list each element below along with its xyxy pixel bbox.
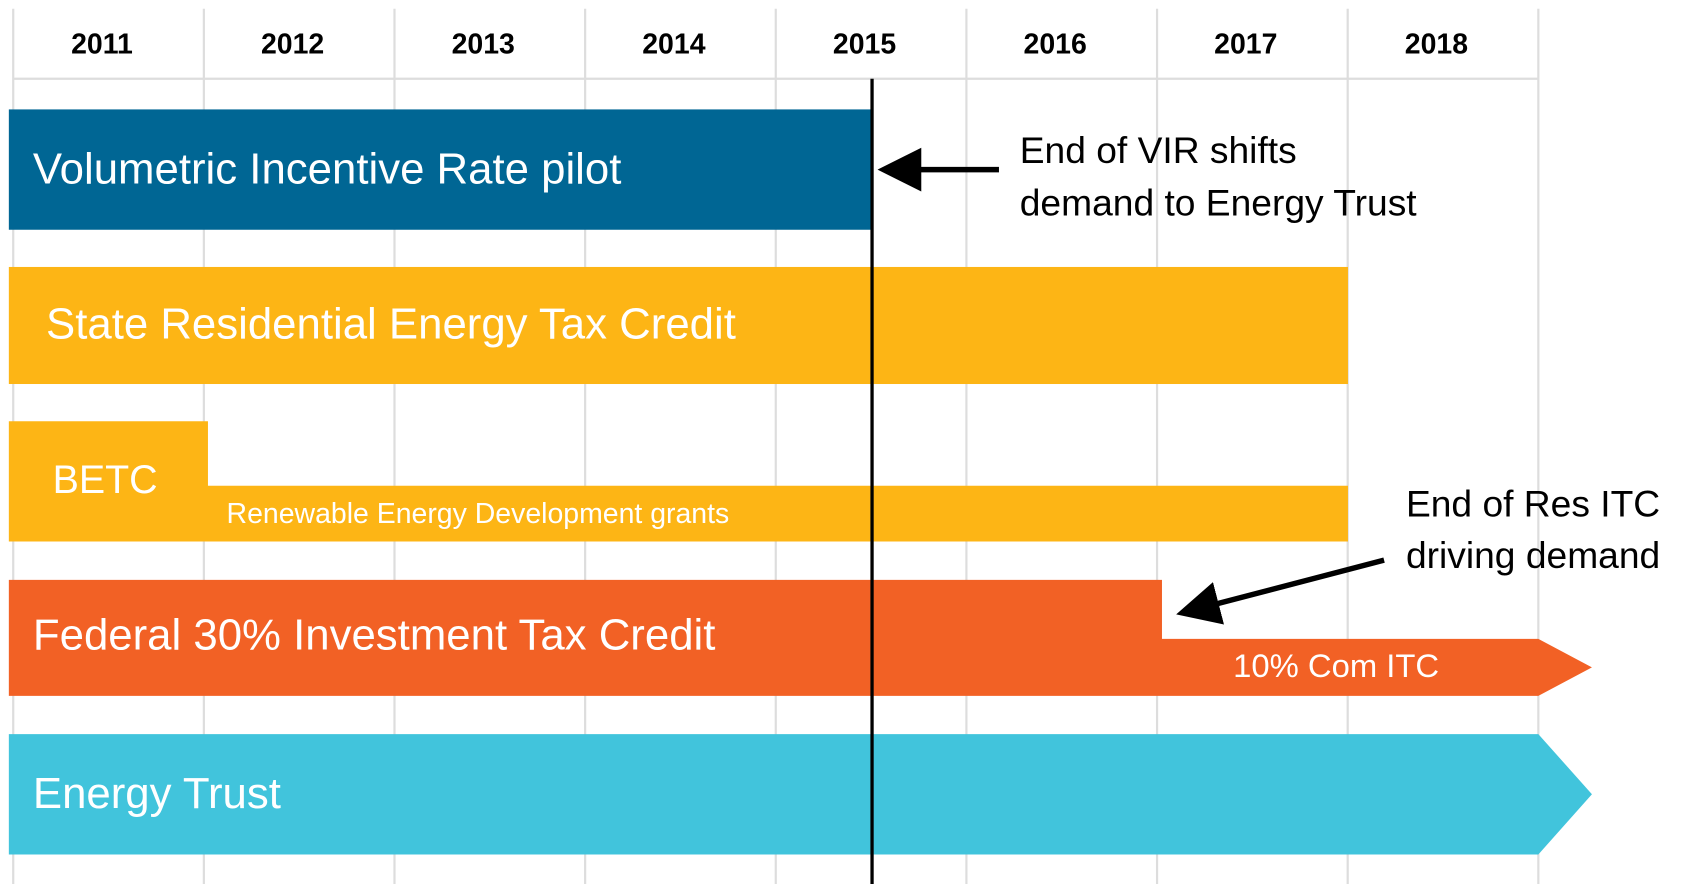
year-label: 2014: [642, 28, 705, 60]
state-credit-bar: [8, 266, 1348, 385]
annotation: driving demand: [1406, 534, 1660, 576]
annotation-arrow: [1176, 557, 1385, 625]
annotation: End of VIR shifts: [1020, 129, 1297, 171]
year-label: 2017: [1214, 28, 1277, 60]
annotation: End of Res ITC: [1406, 482, 1660, 524]
vir-bar: [8, 109, 874, 230]
year-labels: 2011 2012 2013 2014 2015 2016 2017 2018: [71, 28, 1468, 60]
bar-sublabel: Renewable Energy Development grants: [227, 498, 730, 530]
betc-bar: [8, 421, 1348, 542]
energy-trust-bar: [8, 734, 1592, 855]
federal-itc-bar: [8, 579, 1592, 696]
bar-sublabel: 10% Com ITC: [1233, 647, 1439, 684]
year-label: 2018: [1405, 28, 1468, 60]
year-label: 2015: [833, 28, 896, 60]
bar-label: Federal 30% Investment Tax Credit: [33, 610, 716, 659]
year-label: 2012: [261, 28, 324, 60]
bar-label: Energy Trust: [33, 769, 281, 818]
bar-label: Volumetric Incentive Rate pilot: [33, 144, 622, 193]
year-label: 2013: [452, 28, 515, 60]
bar-label: State Residential Energy Tax Credit: [46, 300, 736, 349]
year-label: 2016: [1024, 28, 1087, 60]
bar-label: BETC: [53, 458, 158, 502]
year-label: 2011: [71, 28, 133, 60]
annotation: demand to Energy Trust: [1020, 182, 1418, 224]
